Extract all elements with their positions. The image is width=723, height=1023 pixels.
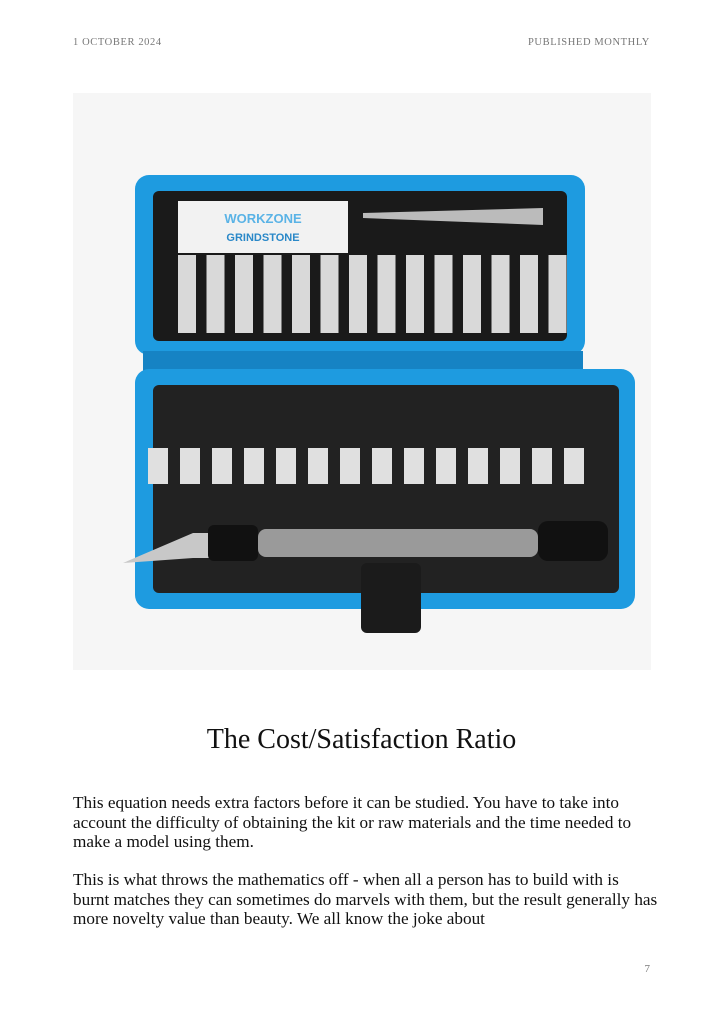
blade [520, 255, 538, 333]
case-latch [361, 563, 421, 633]
svg-text:WORKZONE: WORKZONE [224, 211, 302, 226]
grindstone-box [178, 201, 348, 253]
blade [463, 255, 481, 333]
blade [320, 255, 339, 333]
blade [434, 255, 453, 333]
blade [308, 448, 328, 484]
blade [180, 448, 200, 484]
blade [235, 255, 253, 333]
blade [349, 255, 367, 333]
svg-text:GRINDSTONE: GRINDSTONE [226, 232, 299, 244]
blade [548, 255, 567, 333]
knife-set-photo: WORKZONE GRINDSTONE [73, 93, 651, 670]
blade [178, 255, 196, 333]
blade [564, 448, 584, 484]
blade [340, 448, 360, 484]
publication-frequency: PUBLISHED MONTHLY [527, 37, 650, 48]
blade [406, 255, 424, 333]
blade [404, 448, 424, 484]
page-number: 7 [644, 963, 651, 975]
article-paragraph: This equation needs extra factors before… [73, 793, 632, 851]
issue-date: 1 OCTOBER 2024 [73, 37, 162, 48]
article-title: The Cost/Satisfaction Ratio [206, 724, 517, 755]
blade [436, 448, 456, 484]
blade [148, 448, 168, 484]
blade [206, 255, 225, 333]
blade [263, 255, 282, 333]
blade [292, 255, 310, 333]
article-paragraph: This is what throws the mathematics off … [73, 870, 658, 928]
blade [276, 448, 296, 484]
blade [532, 448, 552, 484]
blade [212, 448, 232, 484]
blade [372, 448, 392, 484]
blade [244, 448, 264, 484]
blade [377, 255, 396, 333]
blade [500, 448, 520, 484]
blade [468, 448, 488, 484]
tweezers [363, 208, 543, 225]
blade [491, 255, 510, 333]
